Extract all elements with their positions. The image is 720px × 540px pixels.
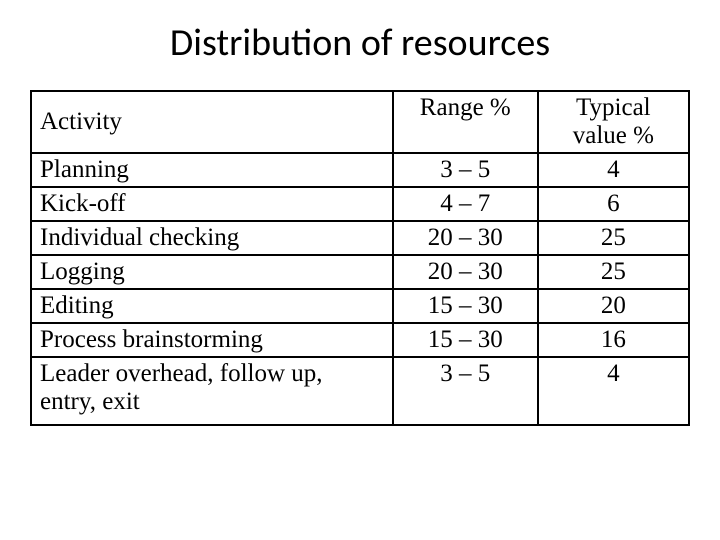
col-header-range: Range %	[393, 91, 538, 153]
table-row: Logging 20 – 30 25	[31, 255, 689, 289]
cell-typical: 4	[538, 153, 689, 187]
page-title: Distribution of resources	[30, 20, 690, 66]
cell-activity: Process brainstorming	[31, 323, 393, 357]
cell-activity: Leader overhead, follow up, entry, exit	[31, 357, 393, 425]
cell-range: 20 – 30	[393, 221, 538, 255]
table-row: Kick-off 4 – 7 6	[31, 187, 689, 221]
cell-activity: Kick-off	[31, 187, 393, 221]
cell-activity: Editing	[31, 289, 393, 323]
cell-range: 15 – 30	[393, 289, 538, 323]
cell-range: 4 – 7	[393, 187, 538, 221]
cell-typical: 25	[538, 255, 689, 289]
cell-typical: 20	[538, 289, 689, 323]
cell-range: 3 – 5	[393, 357, 538, 425]
cell-typical: 25	[538, 221, 689, 255]
col-header-activity: Activity	[31, 91, 393, 153]
cell-activity: Logging	[31, 255, 393, 289]
cell-typical: 4	[538, 357, 689, 425]
col-header-typical: Typical value %	[538, 91, 689, 153]
table-row: Process brainstorming 15 – 30 16	[31, 323, 689, 357]
cell-typical: 16	[538, 323, 689, 357]
resources-table: Activity Range % Typical value % Plannin…	[30, 90, 690, 426]
cell-range: 3 – 5	[393, 153, 538, 187]
table-row: Leader overhead, follow up, entry, exit …	[31, 357, 689, 425]
cell-activity: Individual checking	[31, 221, 393, 255]
cell-range: 15 – 30	[393, 323, 538, 357]
table-header-row: Activity Range % Typical value %	[31, 91, 689, 153]
cell-typical: 6	[538, 187, 689, 221]
cell-activity: Planning	[31, 153, 393, 187]
cell-range: 20 – 30	[393, 255, 538, 289]
table-row: Individual checking 20 – 30 25	[31, 221, 689, 255]
table-row: Editing 15 – 30 20	[31, 289, 689, 323]
table-row: Planning 3 – 5 4	[31, 153, 689, 187]
